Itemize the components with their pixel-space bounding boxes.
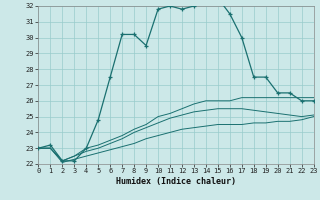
X-axis label: Humidex (Indice chaleur): Humidex (Indice chaleur) (116, 177, 236, 186)
